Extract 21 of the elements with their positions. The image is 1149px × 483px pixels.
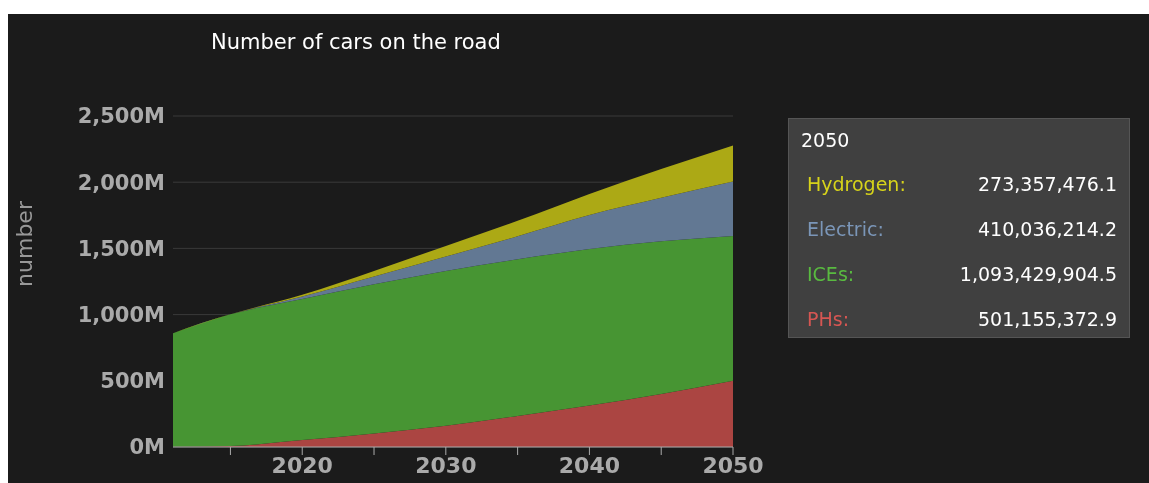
y-tick-label: 500M xyxy=(100,369,165,394)
y-tick-label: 1,000M xyxy=(77,303,165,328)
x-tick-label: 2040 xyxy=(558,452,621,478)
text: ICEs: xyxy=(807,262,855,285)
text: 501,155,372.9 xyxy=(977,307,1117,330)
y-tick-label: 2,500M xyxy=(77,104,165,129)
chart-title: Number of cars on the road xyxy=(211,30,501,54)
x-tick-label: 2030 xyxy=(415,452,477,478)
text: 410,036,214.2 xyxy=(977,217,1117,240)
x-tick-label: 2050 xyxy=(702,452,764,478)
text: 273,357,476.1 xyxy=(977,172,1117,195)
text: 1,093,429,904.5 xyxy=(959,262,1117,285)
text: Hydrogen: xyxy=(807,172,906,195)
y-tick-label: 1,500M xyxy=(77,236,165,261)
y-axis-title: number xyxy=(12,201,37,287)
text: Electric: xyxy=(807,217,884,240)
y-tick-label: 0M xyxy=(129,435,165,460)
text: 2050 xyxy=(801,129,851,151)
text: PHs: xyxy=(807,307,850,330)
y-tick-label: 2,000M xyxy=(77,170,165,195)
x-tick-label: 2020 xyxy=(271,452,333,478)
